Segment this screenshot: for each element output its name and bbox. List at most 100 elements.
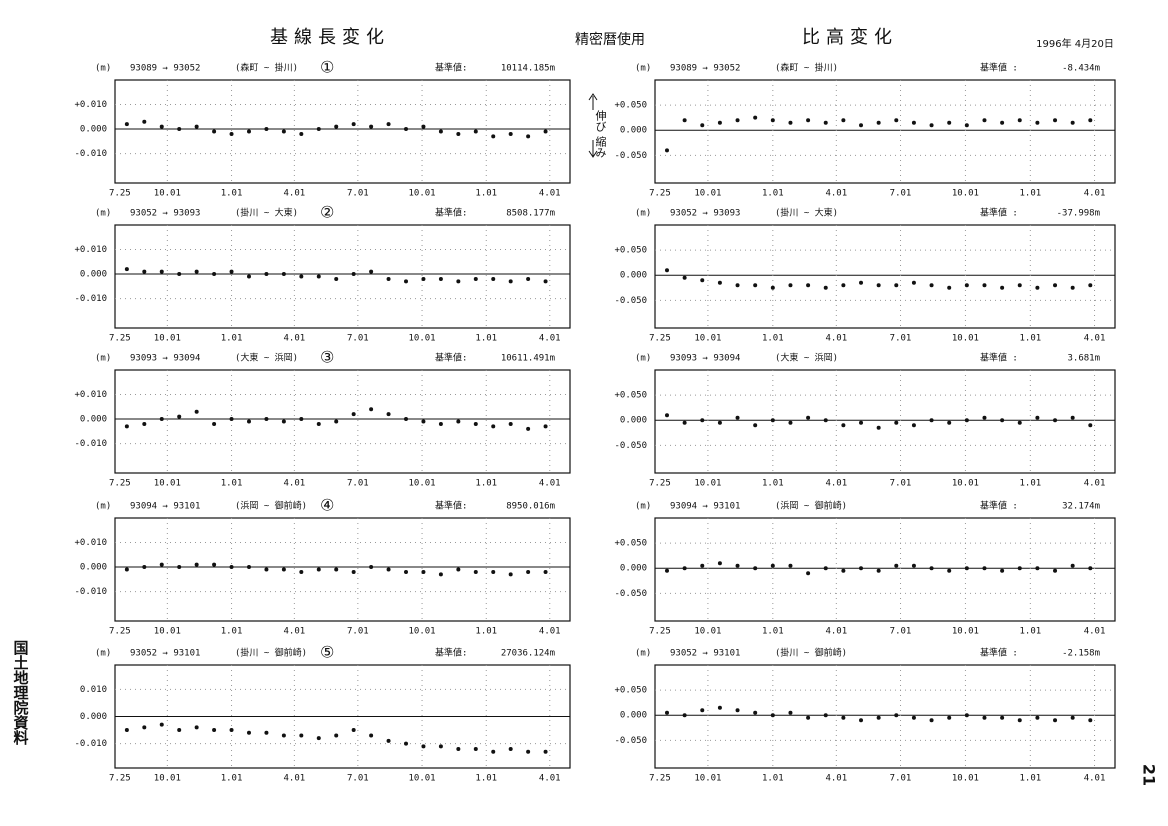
point xyxy=(682,566,687,571)
point xyxy=(142,269,147,274)
point xyxy=(717,561,722,566)
point xyxy=(947,420,952,425)
x-tick-label: 1.01 xyxy=(475,479,497,489)
point xyxy=(334,733,339,738)
unit: (m) xyxy=(95,502,111,512)
point xyxy=(911,715,916,720)
ref-label: 基準値: xyxy=(435,207,467,219)
point xyxy=(964,123,969,128)
point xyxy=(806,715,811,720)
center-title: 精密暦使用 xyxy=(575,31,645,48)
x-tick-label: 4.01 xyxy=(825,334,847,344)
point xyxy=(770,118,775,123)
point xyxy=(947,120,952,125)
date: 1996年 4月20日 xyxy=(1036,37,1114,50)
point xyxy=(806,571,811,576)
stations: (掛川 ~ 御前崎) xyxy=(235,647,307,659)
x-tick-label: 4.01 xyxy=(539,479,561,489)
x-tick-label: 7.01 xyxy=(890,774,912,784)
y-tick-label: 0.000 xyxy=(80,125,107,135)
y-tick-label: 0.000 xyxy=(620,416,647,426)
point xyxy=(664,413,669,418)
point xyxy=(369,124,374,129)
x-tick-label: 1.01 xyxy=(221,479,243,489)
point xyxy=(334,124,339,129)
x-tick-label: 1.01 xyxy=(762,189,784,199)
point xyxy=(142,725,147,730)
y-tick-label: 0.000 xyxy=(620,126,647,136)
point xyxy=(543,424,548,429)
point xyxy=(124,424,129,429)
point xyxy=(664,568,669,573)
point xyxy=(894,420,899,425)
point xyxy=(142,119,147,124)
point xyxy=(1070,715,1075,720)
stations: (大東 ~ 浜岡) xyxy=(775,352,838,364)
point xyxy=(473,569,478,574)
x-tick-label: 1.01 xyxy=(475,334,497,344)
x-tick-label: 10.01 xyxy=(154,479,181,489)
point xyxy=(351,412,356,417)
x-tick-label: 10.01 xyxy=(952,479,979,489)
stretch-label: 伸び xyxy=(594,110,607,132)
x-tick-label: 1.01 xyxy=(221,774,243,784)
plot-frame xyxy=(114,224,571,329)
point xyxy=(246,129,251,134)
right-title: 比高変化 xyxy=(802,27,898,48)
point xyxy=(735,118,740,123)
point xyxy=(894,118,899,123)
ref-value: 32.174m xyxy=(1062,502,1100,512)
point xyxy=(438,572,443,577)
point xyxy=(788,283,793,288)
baseline: 93052 → 93093 xyxy=(130,209,200,219)
stations: (森町 ~ 掛川) xyxy=(775,62,838,74)
point xyxy=(841,118,846,123)
x-tick-label: 10.01 xyxy=(409,479,436,489)
point xyxy=(1053,283,1058,288)
x-tick-label: 10.01 xyxy=(409,774,436,784)
point xyxy=(229,269,234,274)
point xyxy=(456,567,461,572)
x-tick-label: 1.01 xyxy=(762,774,784,784)
point xyxy=(369,407,374,412)
point xyxy=(664,268,669,273)
point xyxy=(911,280,916,285)
stations: (森町 ~ 掛川) xyxy=(235,62,298,74)
point xyxy=(229,728,234,733)
x-tick-label: 1.01 xyxy=(221,627,243,637)
left-title: 基線長変化 xyxy=(270,27,390,48)
x-tick-label: 10.01 xyxy=(409,627,436,637)
point xyxy=(1017,420,1022,425)
x-tick-label: 1.01 xyxy=(475,627,497,637)
point xyxy=(386,567,391,572)
x-tick-label: 4.01 xyxy=(284,334,306,344)
x-tick-label: 4.01 xyxy=(284,627,306,637)
point xyxy=(753,710,758,715)
point xyxy=(1017,283,1022,288)
plot-frame xyxy=(654,664,1116,769)
point xyxy=(264,730,269,735)
x-tick-label: 10.01 xyxy=(409,189,436,199)
point xyxy=(753,566,758,571)
point xyxy=(841,423,846,428)
x-tick-label: 7.01 xyxy=(890,189,912,199)
point xyxy=(177,127,182,132)
point xyxy=(1088,566,1093,571)
point xyxy=(334,419,339,424)
point xyxy=(369,565,374,570)
point xyxy=(788,563,793,568)
point xyxy=(526,569,531,574)
y-tick-label: 0.000 xyxy=(80,270,107,280)
point xyxy=(229,131,234,136)
point xyxy=(456,419,461,424)
x-tick-label: 4.01 xyxy=(825,479,847,489)
x-tick-label: 1.01 xyxy=(1019,334,1041,344)
point xyxy=(982,566,987,571)
point xyxy=(456,747,461,752)
y-tick-label: -0.050 xyxy=(614,296,647,306)
plot-frame xyxy=(654,224,1116,329)
x-tick-label: 10.01 xyxy=(154,334,181,344)
point xyxy=(788,710,793,715)
x-tick-label: 4.01 xyxy=(539,627,561,637)
point xyxy=(753,423,758,428)
